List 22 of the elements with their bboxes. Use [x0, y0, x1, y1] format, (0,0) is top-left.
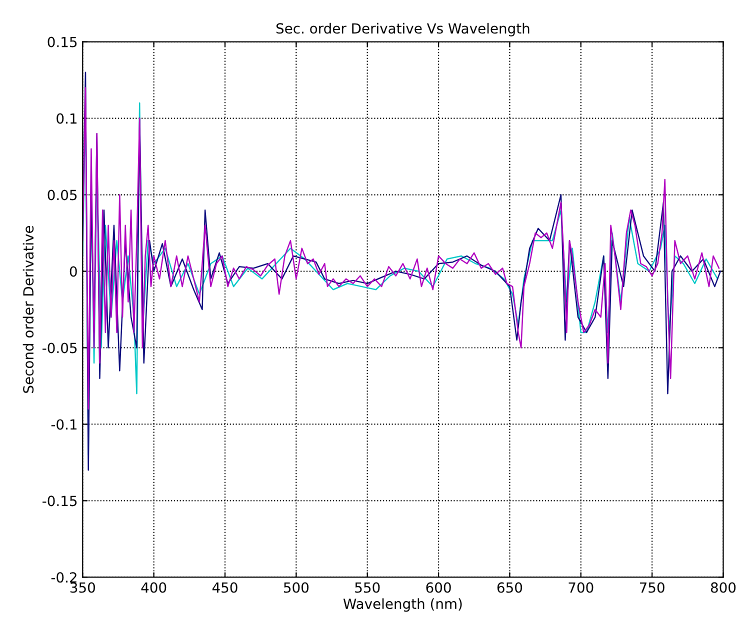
y-tick-label: 0.05 — [48, 190, 77, 200]
x-tick-label: 600 — [426, 582, 451, 593]
x-tick-label: 550 — [355, 582, 380, 593]
x-tick-label: 350 — [70, 582, 95, 593]
x-tick-label: 400 — [141, 582, 166, 593]
y-tick-label: -0.2 — [51, 572, 76, 583]
y-axis-title: Second order Derivative — [22, 226, 34, 393]
y-tick-label: 0.15 — [48, 36, 77, 48]
x-tick-label: 800 — [710, 582, 736, 593]
x-tick-label: 500 — [284, 582, 309, 593]
x-axis-title: Wavelength (nm) — [343, 598, 462, 612]
y-tick-label: -0.1 — [51, 419, 77, 430]
y-tick-label: 0 — [70, 266, 77, 277]
x-tick-label: 750 — [640, 582, 664, 593]
x-tick-label: 450 — [212, 582, 238, 593]
y-tick-label: -0.05 — [42, 342, 77, 354]
y-tick-label: 0.1 — [56, 113, 77, 124]
x-tick-label: 700 — [568, 582, 594, 593]
chart-title: Sec. order Derivative Vs Wavelength — [276, 22, 530, 36]
line-series — [82, 87, 720, 410]
y-tick-label: -0.15 — [42, 496, 77, 506]
x-tick-label: 650 — [497, 582, 522, 593]
